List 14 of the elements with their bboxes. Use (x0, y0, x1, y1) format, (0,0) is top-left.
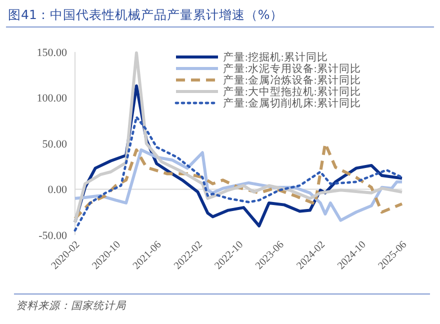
y-tick-label: -50.00 (38, 230, 68, 242)
text: 资料来源：国家统计局 (16, 300, 127, 312)
legend-label: 产量:金属切削机床:累计同比 (223, 96, 361, 110)
legend-label: 产量:挖掘机:累计同比 (223, 50, 328, 64)
line-series (74, 51, 404, 224)
legend-label: 产量:水泥专用设备:累计同比 (223, 62, 361, 76)
y-tick-label: 150.00 (36, 46, 68, 59)
y-tick-label: 50.00 (42, 138, 68, 150)
legend-label: 产量:大中型拖拉机:累计同比 (223, 85, 361, 98)
y-tick-label: 0.00 (48, 184, 68, 196)
legend-label: 产量:金属冶炼设备:累计同比 (223, 74, 361, 87)
y-tick-label: 100.00 (36, 92, 68, 105)
line-series (74, 116, 404, 232)
chart-title: 图41：中国代表性机械产品产量累计增速（%） (8, 7, 283, 22)
